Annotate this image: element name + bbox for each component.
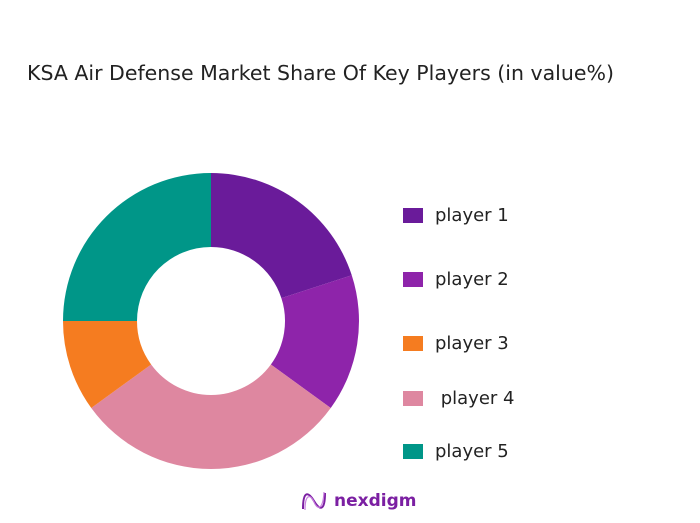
nexdigm-logo-icon <box>302 491 326 511</box>
chart-title: KSA Air Defense Market Share Of Key Play… <box>27 61 614 85</box>
legend-item: player 3 <box>403 333 509 354</box>
legend-label: player 5 <box>435 441 509 462</box>
legend-item: player 4 <box>403 388 514 409</box>
logo-text: nexdigm <box>334 491 417 511</box>
legend-label: player 1 <box>435 205 509 226</box>
legend-label: player 4 <box>435 388 515 409</box>
legend-swatch <box>403 208 423 223</box>
legend-swatch <box>403 336 423 351</box>
slice-player-3 <box>62 321 152 408</box>
legend-swatch <box>403 391 423 406</box>
slice-player-5 <box>63 173 211 321</box>
legend-label: player 2 <box>435 269 509 290</box>
slice-player-2 <box>270 275 360 408</box>
slice-player-1 <box>211 173 352 299</box>
legend-swatch <box>403 444 423 459</box>
legend-label: player 3 <box>435 333 509 354</box>
legend-item: player 1 <box>403 205 509 226</box>
nexdigm-logo: nexdigm <box>300 489 416 513</box>
legend-swatch <box>403 272 423 287</box>
legend-item: player 2 <box>403 269 509 290</box>
slice-player-4 <box>91 364 331 469</box>
legend-item: player 5 <box>403 441 509 462</box>
